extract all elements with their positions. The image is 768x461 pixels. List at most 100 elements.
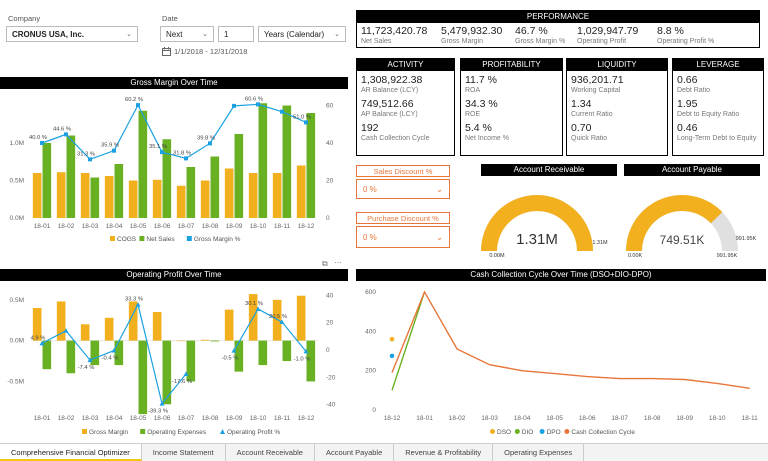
performance-title: PERFORMANCE <box>357 11 759 23</box>
x-tick-label: 18-01 <box>416 415 433 422</box>
x-tick-label: 18-12 <box>298 415 315 422</box>
x-tick-label: 18-02 <box>449 415 466 422</box>
period-value: Next <box>166 29 183 39</box>
legend-marker <box>490 429 495 434</box>
x-tick-label: 18-11 <box>274 223 291 230</box>
line-percent <box>41 103 307 161</box>
purchase-discount-title: Purchase Discount % <box>356 212 450 224</box>
bar-cogs <box>152 179 162 218</box>
y-tick-label: 1.0M <box>10 140 24 147</box>
ap-gauge-fill <box>626 195 723 251</box>
data-label: 40.0 % <box>29 135 47 141</box>
chart-legend: DSO DIO DPO Cash Collection Cycle <box>490 429 635 436</box>
ar-gauge-max: 1.31M <box>592 240 608 246</box>
y-tick-label: 0.0M <box>10 338 24 345</box>
tab-3[interactable]: Account Payable <box>315 444 395 461</box>
bar-gross-margin <box>128 301 138 341</box>
bar-operating-expenses <box>66 340 76 374</box>
period-count-input[interactable]: 1 <box>218 26 254 42</box>
tab-0[interactable]: Comprehensive Financial Optimizer <box>0 444 142 461</box>
x-tick-label: 18-10 <box>250 415 267 422</box>
kpi-label: AP Balance (LCY) <box>361 111 418 118</box>
y-tick-label: 0 <box>372 407 376 414</box>
liquidity-kpi: 1.34 Current Ratio <box>571 98 663 118</box>
bar-net-sales <box>42 143 52 218</box>
x-tick-label: 18-05 <box>130 415 147 422</box>
more-options-icon[interactable]: ⋯ <box>334 258 342 267</box>
tab-5[interactable]: Operating Expenses <box>493 444 585 461</box>
company-dropdown[interactable]: CRONUS USA, Inc. ⌄ <box>6 26 138 42</box>
x-tick-label: 18-04 <box>514 415 531 422</box>
x-tick-label: 18-04 <box>106 415 123 422</box>
kpi-label: Current Ratio <box>571 111 613 118</box>
legend-label: DIO <box>522 429 534 436</box>
bar-net-sales <box>114 164 124 218</box>
ar-gauge-value: 1.31M <box>516 231 558 248</box>
period-dropdown[interactable]: Next ⌄ <box>160 26 214 42</box>
y2-tick-label: 0 <box>326 347 330 354</box>
kpi-value: 8.8 % <box>657 25 684 37</box>
leverage-kpi: 0.66 Debt Ratio <box>677 74 759 94</box>
activity-title: ACTIVITY <box>357 59 454 71</box>
ap-gauge-title: Account Payable <box>624 164 760 176</box>
bar-cogs <box>200 180 210 218</box>
gross-margin-chart-title: Gross Margin Over Time <box>0 77 348 89</box>
date-range[interactable]: 1/1/2018 - 12/31/2018 <box>162 47 247 56</box>
chart-legend: COGS Net Sales Gross Margin % <box>110 236 241 243</box>
tab-1[interactable]: Income Statement <box>142 444 226 461</box>
legend-label: Cash Collection Cycle <box>571 429 635 436</box>
kpi-label: Debt Ratio <box>677 87 711 94</box>
kpi-value: 46.7 % <box>515 25 548 37</box>
expand-icon[interactable]: ⧉ <box>322 259 328 268</box>
sales-discount-title: Sales Discount % <box>356 165 450 177</box>
bar-net-sales <box>210 156 220 218</box>
tab-4[interactable]: Revenue & Profitability <box>394 444 494 461</box>
kpi-label: Working Capital <box>571 87 621 94</box>
ap-gauge-max: 991.95K <box>717 253 738 259</box>
legend-marker <box>186 236 192 241</box>
legend-label: Net Sales <box>146 236 175 243</box>
data-label: -39.3 % <box>148 409 168 415</box>
legend-label: Gross Margin % <box>194 236 241 243</box>
legend-label: Gross Margin <box>89 429 128 436</box>
bar-gross-margin <box>200 339 210 341</box>
data-label: 30.1 % <box>245 301 263 307</box>
y-tick-label: 200 <box>365 368 376 375</box>
bar-net-sales <box>234 134 244 218</box>
line-marker <box>304 120 308 125</box>
cash-cycle-chart: 0 200 400 600 18-12 18-01 18-02 18-03 18-04 18-05… <box>365 289 758 436</box>
x-tick-label: 18-11 <box>274 415 291 422</box>
performance-kpis: 11,723,420.78 Net Sales 5,479,932.30 Gross … <box>357 23 759 45</box>
bar-gross-margin <box>272 299 282 341</box>
period-count-value: 1 <box>224 29 229 39</box>
bar-cogs <box>104 176 114 218</box>
x-tick-label: 18-06 <box>154 415 171 422</box>
y2-tick-label: 20 <box>326 320 334 327</box>
x-tick-label: 18-12 <box>384 415 401 422</box>
period-unit-dropdown[interactable]: Years (Calendar) ⌄ <box>258 26 346 42</box>
bar-net-sales <box>282 105 292 218</box>
purchase-discount-dropdown[interactable]: 0 % ⌄ <box>356 226 450 248</box>
data-label: 51.0 % <box>293 114 311 120</box>
operating-profit-chart: -0.5M 0.0M 0.5M -40 -20 0 20 40 18-01 18-02 18-03 1… <box>7 292 335 436</box>
x-tick-label: 18-06 <box>579 415 596 422</box>
line-marker <box>231 348 237 353</box>
kpi-value: 0.66 <box>677 74 698 86</box>
legend-label: COGS <box>117 236 137 243</box>
line-marker <box>280 109 284 114</box>
y-tick-label: 0.5M <box>10 178 24 185</box>
tab-2[interactable]: Account Receivable <box>226 444 315 461</box>
kpi-label: Quick Ratio <box>571 135 608 142</box>
leverage-card: LEVERAGE 0.66 Debt Ratio 1.95 Debt to Equit… <box>672 58 764 156</box>
bar-operating-expenses <box>114 340 124 366</box>
gross-margin-chart: 0.0M 0.5M 1.0M 0 20 40 60 18-01 18-02 18-03 18-04 1… <box>10 96 334 243</box>
y2-tick-label: 0 <box>326 215 330 222</box>
y-tick-label: 0.0M <box>10 215 24 222</box>
sales-discount-dropdown[interactable]: 0 % ⌄ <box>356 179 450 199</box>
activity-kpi: 192 Cash Collection Cycle <box>361 122 450 142</box>
bar-cogs <box>80 173 90 218</box>
x-tick-label: 18-08 <box>202 415 219 422</box>
x-tick-label: 18-05 <box>130 223 147 230</box>
series-point <box>389 336 395 342</box>
line-marker <box>232 103 236 108</box>
